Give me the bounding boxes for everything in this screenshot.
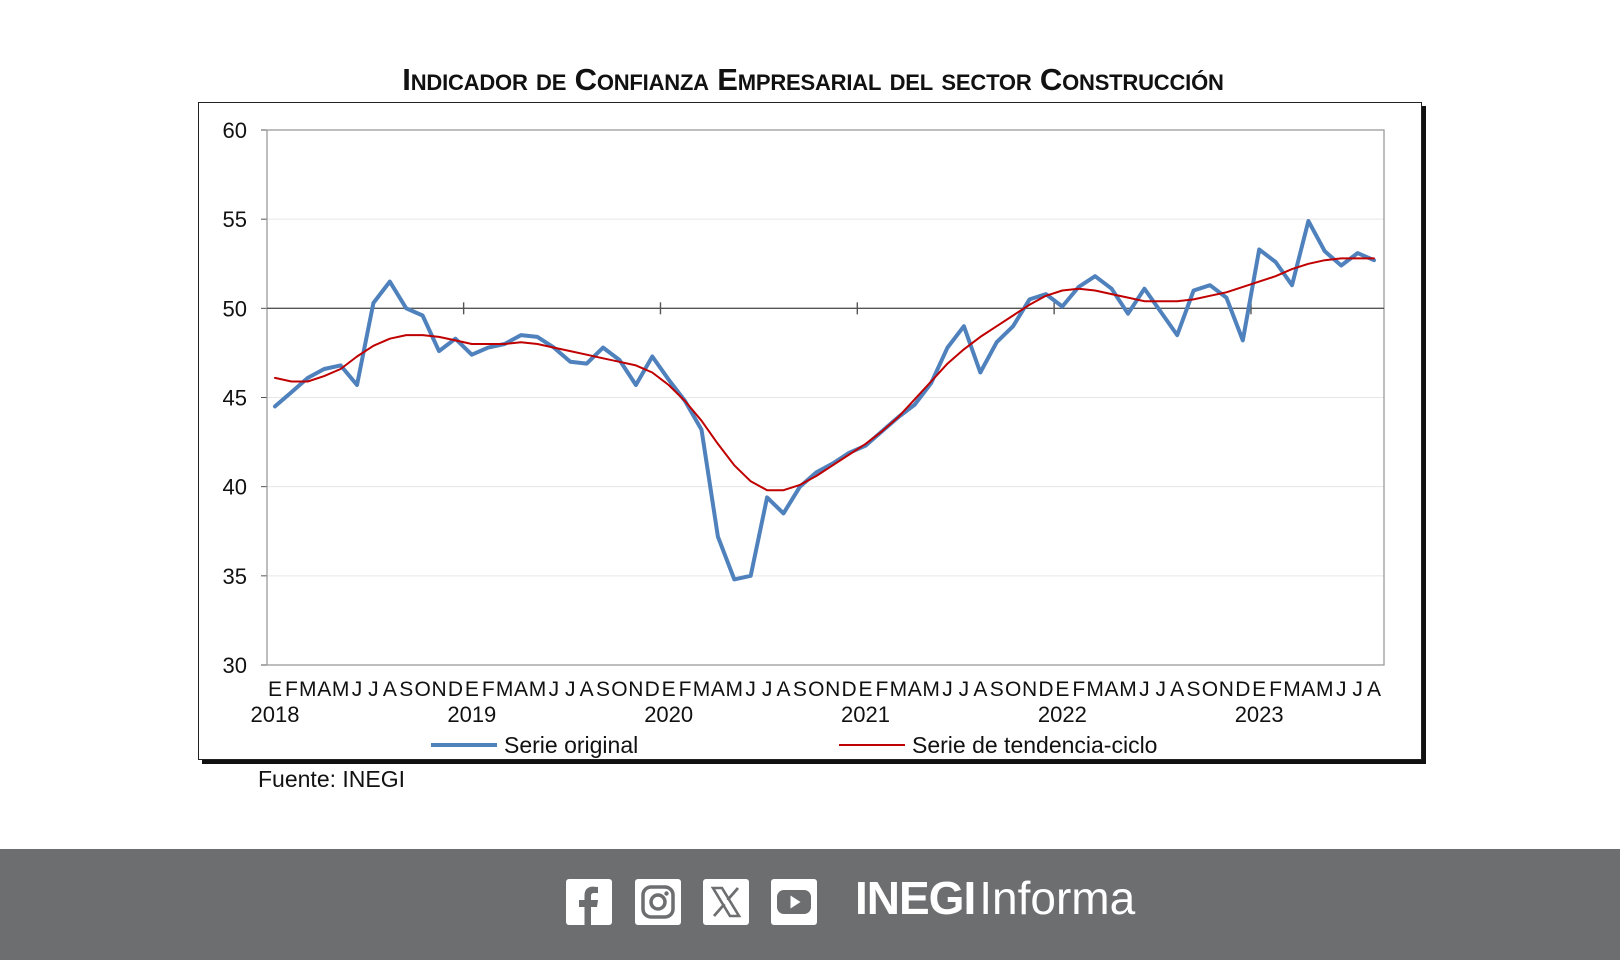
month-label: D	[1235, 678, 1250, 701]
month-label: F	[875, 678, 888, 701]
month-label: F	[285, 678, 298, 701]
instagram-icon[interactable]	[635, 879, 681, 925]
month-label: O	[1005, 678, 1021, 701]
series-trend-line	[274, 257, 1375, 492]
month-label: M	[1119, 678, 1137, 701]
month-label: J	[565, 678, 576, 701]
source-note: Fuente: INEGI	[258, 766, 406, 792]
month-label: J	[1352, 678, 1363, 701]
y-tick-label: 30	[223, 653, 247, 678]
y-tick-label: 40	[223, 475, 247, 500]
month-label: N	[431, 678, 446, 701]
month-label: F	[679, 678, 692, 701]
month-label: N	[1219, 678, 1234, 701]
year-label: 2022	[1038, 702, 1087, 727]
series-original-line	[273, 219, 1376, 582]
month-label: J	[549, 678, 560, 701]
month-label: N	[1022, 678, 1037, 701]
month-label: A	[1301, 678, 1315, 701]
month-label: E	[1252, 678, 1266, 701]
month-label: A	[317, 678, 331, 701]
month-label: A	[580, 678, 594, 701]
month-label: E	[662, 678, 676, 701]
month-label: S	[990, 678, 1004, 701]
month-label: O	[1202, 678, 1218, 701]
month-label: A	[1170, 678, 1184, 701]
month-label: E	[465, 678, 479, 701]
month-label: J	[352, 678, 363, 701]
month-label: M	[890, 678, 908, 701]
month-label: M	[726, 678, 744, 701]
month-label: A	[973, 678, 987, 701]
month-label: M	[1086, 678, 1104, 701]
month-label: J	[959, 678, 970, 701]
month-label: J	[1336, 678, 1347, 701]
month-label: A	[776, 678, 790, 701]
month-label: S	[399, 678, 413, 701]
month-label: M	[693, 678, 711, 701]
month-label: E	[268, 678, 282, 701]
y-tick-label: 35	[223, 564, 247, 589]
chart-title: Indicador de Confianza Empresarial del s…	[402, 62, 1224, 97]
month-label: N	[628, 678, 643, 701]
year-label: 2020	[644, 702, 693, 727]
y-tick-label: 45	[223, 386, 247, 411]
month-label: J	[1139, 678, 1150, 701]
month-label: E	[1055, 678, 1069, 701]
month-label: M	[1283, 678, 1301, 701]
month-label: A	[1367, 678, 1381, 701]
legend-label: Serie original	[504, 732, 638, 758]
month-label: A	[711, 678, 725, 701]
month-label: M	[496, 678, 514, 701]
month-label: F	[482, 678, 495, 701]
facebook-icon[interactable]	[566, 879, 612, 925]
month-label: E	[858, 678, 872, 701]
chart-frame: 30 35 40 45 50 55 60 E F M A M J J A S O N D E F M A M J J A S O N D E F…	[198, 102, 1422, 760]
month-label: N	[825, 678, 840, 701]
month-label: M	[529, 678, 547, 701]
plot-area	[266, 129, 1385, 666]
month-label: J	[745, 678, 756, 701]
month-label: F	[1269, 678, 1282, 701]
month-label: D	[645, 678, 660, 701]
month-label: J	[1156, 678, 1167, 701]
year-label: 2019	[447, 702, 496, 727]
brand-light-text: Informa	[979, 872, 1136, 924]
month-label: O	[414, 678, 430, 701]
y-tick-label: 50	[223, 296, 247, 321]
month-label: M	[299, 678, 317, 701]
inegi-informa-logo: INEGIInforma	[855, 871, 1135, 931]
month-label: D	[842, 678, 857, 701]
year-label: 2023	[1235, 702, 1284, 727]
x-icon[interactable]	[703, 879, 749, 925]
month-label: J	[942, 678, 953, 701]
y-tick-label: 55	[223, 207, 247, 232]
month-label: M	[922, 678, 940, 701]
youtube-icon[interactable]	[771, 879, 817, 925]
month-label: A	[383, 678, 397, 701]
month-label: S	[1187, 678, 1201, 701]
month-label: S	[793, 678, 807, 701]
legend-label: Serie de tendencia-ciclo	[912, 732, 1157, 758]
month-label: J	[368, 678, 379, 701]
month-label: A	[908, 678, 922, 701]
year-label: 2018	[251, 702, 300, 727]
month-label: F	[1072, 678, 1085, 701]
month-label: M	[1316, 678, 1334, 701]
month-label: O	[808, 678, 824, 701]
footer-bar: INEGIInforma	[0, 849, 1620, 960]
year-label: 2021	[841, 702, 890, 727]
month-label: J	[762, 678, 773, 701]
month-label: M	[332, 678, 350, 701]
y-tick-label: 60	[223, 118, 247, 143]
month-label: A	[1105, 678, 1119, 701]
month-label: D	[1038, 678, 1053, 701]
brand-bold-text: INEGI	[855, 872, 976, 924]
month-label: O	[611, 678, 627, 701]
month-label: D	[448, 678, 463, 701]
month-label: A	[514, 678, 528, 701]
month-label: S	[596, 678, 610, 701]
